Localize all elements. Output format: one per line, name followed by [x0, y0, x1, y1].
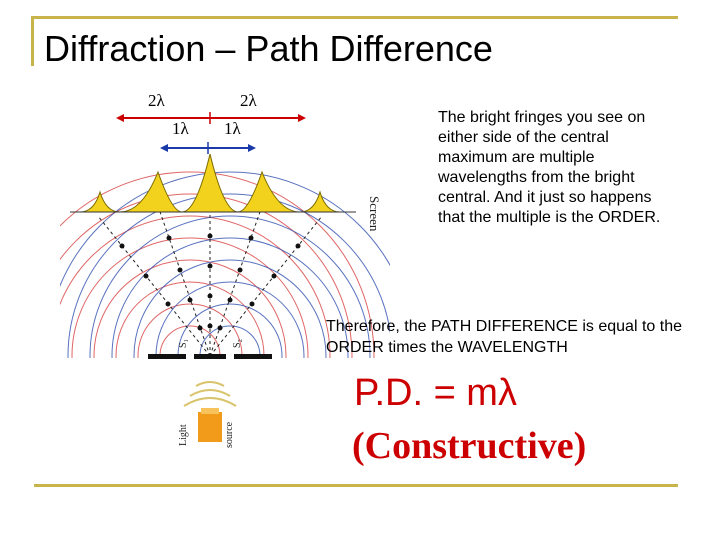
frame-bottom-line — [34, 484, 678, 487]
conclusion-paragraph: Therefore, the PATH DIFFERENCE is equal … — [326, 318, 682, 356]
frame-top-line — [34, 16, 678, 19]
label-1lambda-left: 1λ — [172, 119, 190, 138]
source-label: source — [224, 421, 235, 448]
intersection-dots — [119, 233, 301, 331]
blue-arrow-1lambda — [160, 142, 256, 154]
label-2lambda-right: 2λ — [240, 91, 258, 110]
light-label: Light — [178, 424, 189, 446]
path-difference-formula: P.D. = mλ — [354, 372, 517, 414]
slit2-label: S₂ — [232, 339, 243, 348]
light-source-icon — [198, 412, 222, 442]
slide-title: Diffraction – Path Difference — [44, 28, 493, 69]
explanation-paragraph: The bright fringes you see on either sid… — [438, 109, 661, 226]
red-arrow-2lambda — [116, 112, 306, 124]
slit-barrier — [148, 354, 272, 359]
source-waves — [183, 381, 237, 407]
screen-label: Screen — [367, 196, 382, 232]
label-2lambda-left: 2λ — [148, 91, 166, 110]
diffraction-diagram: 2λ 2λ 1λ 1λ — [60, 91, 390, 476]
constructive-label: (Constructive) — [352, 425, 587, 467]
frame-left-line — [31, 16, 34, 66]
label-1lambda-right: 1λ — [224, 119, 242, 138]
slit1-label: S₁ — [178, 339, 189, 348]
fringe-intensity-curve — [70, 153, 350, 213]
antinodal-lines — [97, 205, 323, 357]
